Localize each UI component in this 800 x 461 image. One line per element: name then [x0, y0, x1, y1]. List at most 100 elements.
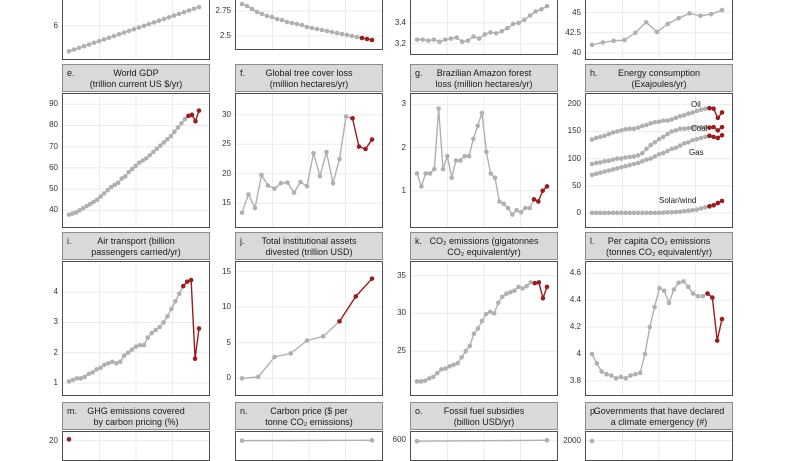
panel-title-line: CO₂ emissions (gigatonnes — [411, 236, 557, 247]
series-point — [71, 378, 76, 383]
series-point — [102, 363, 107, 368]
series-point — [305, 25, 310, 30]
recent-point — [545, 184, 550, 189]
chart-svg — [63, 262, 209, 395]
series-point — [240, 2, 245, 7]
series-2-point — [699, 136, 704, 141]
y-tick-label: 3.4 — [380, 18, 406, 27]
series-2-point — [657, 152, 662, 157]
series-point — [157, 18, 162, 23]
series-point — [370, 438, 375, 443]
series-point — [142, 343, 147, 348]
series-point — [67, 49, 72, 54]
series-3-point — [615, 211, 620, 216]
series-point — [508, 290, 513, 295]
series-1-point — [627, 155, 632, 160]
series-point — [138, 343, 143, 348]
recent-1-point — [720, 125, 725, 130]
series-point — [599, 369, 604, 374]
series-point — [609, 373, 614, 378]
recent-point — [67, 437, 72, 442]
series-point — [458, 158, 463, 163]
series-point — [488, 310, 493, 315]
series-point — [272, 186, 277, 191]
series-point — [337, 157, 342, 162]
series-3-point — [632, 211, 637, 216]
panel-title-line: Energy consumption — [586, 68, 732, 79]
series-point — [79, 376, 84, 381]
series-2-point — [669, 147, 674, 152]
series-point — [270, 15, 275, 20]
series-point — [183, 117, 188, 122]
series-point — [496, 300, 501, 305]
series-point — [488, 171, 493, 176]
series-point — [126, 170, 131, 175]
series-point — [504, 291, 509, 296]
series-point — [516, 285, 521, 290]
series-2-point — [632, 162, 637, 167]
series-point — [114, 361, 119, 366]
series-3-point — [644, 211, 649, 216]
series-0-point — [648, 121, 653, 126]
series-point — [292, 190, 297, 195]
y-tick-label: 40 — [555, 48, 581, 57]
series-point — [255, 10, 260, 15]
series-line — [417, 109, 534, 215]
series-point — [471, 34, 476, 39]
recent-0-point — [716, 116, 721, 121]
series-3-point — [627, 211, 632, 216]
y-tick-label: 30 — [380, 308, 406, 317]
panel-top2 — [235, 0, 383, 50]
panel-title-line: CO₂ equivalent/yr) — [411, 247, 557, 258]
series-2-point — [623, 164, 628, 169]
series-point — [590, 439, 595, 444]
series-0-point — [644, 123, 649, 128]
series-point — [155, 147, 160, 152]
series-3-point — [703, 205, 708, 210]
series-3-point — [606, 211, 611, 216]
y-tick-label: 4.4 — [555, 295, 581, 304]
series-point — [510, 212, 515, 217]
recent-point — [363, 147, 368, 152]
series-3-point — [640, 211, 645, 216]
series-point — [117, 32, 122, 37]
series-point — [110, 359, 115, 364]
panel-title-line: Total institutional assets — [236, 236, 382, 247]
series-point — [177, 12, 182, 17]
series-point — [318, 174, 323, 179]
series-3-point — [669, 210, 674, 215]
y-tick-label: 15 — [205, 267, 231, 276]
panel-title-line: Brazilian Amazon forest — [411, 68, 557, 79]
panel-title-line: Per capita CO₂ emissions — [586, 236, 732, 247]
series-point — [691, 291, 696, 296]
y-tick-label: 200 — [555, 99, 581, 108]
series-point — [590, 352, 595, 357]
series-point — [475, 124, 480, 129]
series-0-point — [598, 135, 603, 140]
series-point — [477, 36, 482, 41]
y-tick-label: 3 — [32, 317, 58, 326]
series-point — [512, 288, 517, 293]
series-point — [182, 10, 187, 15]
recent-point — [545, 285, 550, 290]
series-1-point — [598, 160, 603, 165]
series-point — [672, 287, 677, 292]
recent-1-point — [716, 128, 721, 133]
panel-title-line: tonne CO₂ emissions) — [236, 417, 382, 428]
y-tick-label: 2.5 — [205, 31, 231, 40]
y-tick-label: 3 — [380, 99, 406, 108]
panel-header-l: l.Per capita CO₂ emissions(tonnes CO₂ eq… — [585, 232, 733, 260]
series-1-point — [611, 157, 616, 162]
series-point — [330, 30, 335, 35]
y-tick-label: 25 — [380, 346, 406, 355]
series-point — [142, 24, 147, 29]
series-3-point — [602, 211, 607, 216]
recent-point — [532, 197, 537, 202]
series-point — [250, 7, 255, 12]
recent-line — [340, 279, 373, 322]
panel-header-h: h.Energy consumption(Exajoules/yr) — [585, 64, 733, 92]
series-point — [144, 156, 149, 161]
